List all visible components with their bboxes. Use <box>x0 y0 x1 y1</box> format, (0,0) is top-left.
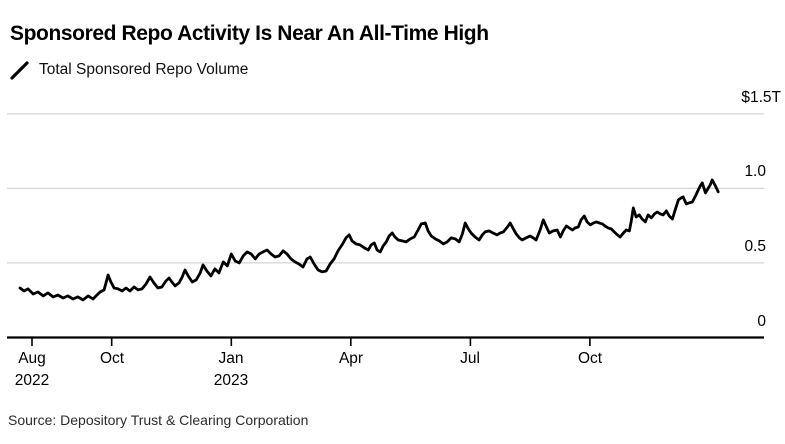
x-axis-year-label: 2023 <box>213 372 249 389</box>
x-axis-year-label: 2022 <box>14 372 50 389</box>
legend-label: Total Sponsored Repo Volume <box>39 61 249 78</box>
x-axis-month-label: Oct <box>99 350 125 367</box>
legend: Total Sponsored Repo Volume <box>10 60 248 80</box>
y-axis-label: 0.5 <box>744 238 766 255</box>
x-axis-month-label: Apr <box>338 350 364 367</box>
x-axis-month-label: Jul <box>460 350 480 367</box>
y-axis-label: $1.5T <box>741 89 781 106</box>
series-line <box>18 178 720 302</box>
x-axis-month-label: Jan <box>218 350 244 367</box>
chart-title: Sponsored Repo Activity Is Near An All-T… <box>10 22 489 45</box>
x-axis-month-label: Oct <box>577 350 603 367</box>
x-axis-month-label: Aug <box>18 350 46 367</box>
y-axis-label: 1.0 <box>744 163 766 180</box>
line-series-slash-icon <box>10 60 29 80</box>
y-axis-label: 0 <box>757 313 766 330</box>
source-note: Source: Depository Trust & Clearing Corp… <box>8 412 309 428</box>
